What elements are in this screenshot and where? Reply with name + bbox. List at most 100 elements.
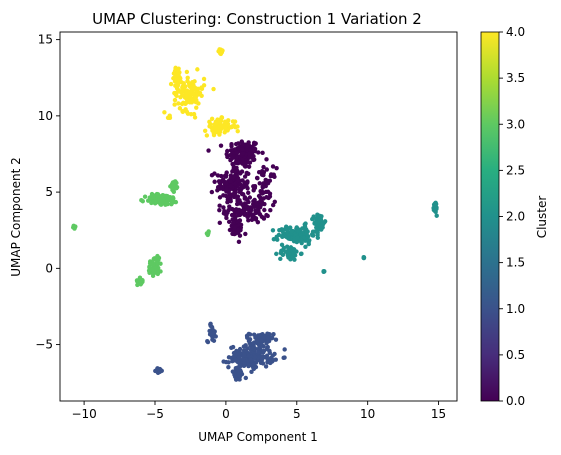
point-cluster-1	[237, 363, 242, 368]
colorbar-ticks: 0.0 0.5 1.0 1.5 2.0 2.5 3.0 3.5 4.0	[499, 25, 525, 408]
point-cluster-3	[135, 282, 140, 288]
point-cluster-1	[241, 357, 246, 362]
point-cluster-0	[225, 200, 230, 205]
point-cluster-2	[281, 245, 287, 251]
point-cluster-0	[249, 217, 255, 223]
point-cluster-1	[259, 357, 265, 362]
x-axis: −10 −5 0 5 10 15	[71, 401, 446, 421]
point-cluster-1	[260, 361, 266, 366]
point-cluster-0	[232, 225, 237, 231]
point-cluster-3	[154, 257, 159, 263]
point-cluster-4	[174, 90, 179, 95]
point-cluster-2	[302, 224, 308, 229]
point-cluster-2	[296, 228, 301, 233]
point-cluster-0	[255, 176, 260, 181]
point-cluster-0	[224, 186, 229, 192]
point-cluster-4	[176, 101, 181, 106]
point-cluster-1	[249, 346, 255, 351]
x-tick-label: −10	[71, 407, 96, 421]
point-cluster-2	[280, 252, 286, 257]
point-cluster-1	[265, 335, 271, 341]
point-cluster-3	[149, 193, 155, 198]
point-cluster-4	[201, 83, 207, 88]
point-cluster-4	[183, 101, 188, 106]
colorbar-tick-label: 1.0	[506, 302, 525, 316]
point-cluster-0	[232, 147, 238, 152]
series-cluster-2	[270, 200, 439, 274]
point-cluster-4	[194, 99, 199, 105]
point-cluster-4	[168, 81, 174, 87]
point-cluster-0	[235, 161, 241, 166]
point-cluster-0	[217, 207, 222, 213]
point-cluster-0	[231, 174, 236, 179]
point-cluster-3	[158, 261, 163, 266]
point-cluster-1	[233, 377, 239, 382]
point-cluster-0	[220, 185, 225, 190]
point-cluster-4	[179, 90, 184, 95]
point-cluster-1	[282, 347, 287, 352]
y-axis-label: UMAP Component 2	[9, 157, 23, 277]
point-cluster-0	[261, 164, 266, 170]
point-cluster-0	[246, 140, 251, 145]
point-cluster-0	[251, 188, 256, 193]
point-cluster-4	[176, 80, 181, 86]
point-cluster-4	[167, 115, 172, 120]
point-cluster-0	[224, 180, 229, 186]
point-cluster-3	[173, 199, 179, 205]
point-cluster-1	[261, 348, 267, 354]
point-cluster-0	[227, 204, 232, 209]
point-cluster-0	[240, 178, 245, 183]
point-cluster-2	[433, 206, 438, 212]
point-cluster-4	[222, 130, 227, 135]
x-tick-label: 15	[431, 407, 446, 421]
point-cluster-1	[243, 375, 248, 381]
point-cluster-4	[201, 76, 207, 82]
point-cluster-0	[258, 202, 264, 208]
chart-title: UMAP Clustering: Construction 1 Variatio…	[92, 10, 422, 28]
point-cluster-0	[236, 227, 241, 233]
point-cluster-2	[291, 251, 296, 256]
point-cluster-0	[246, 218, 251, 223]
point-cluster-2	[291, 247, 297, 252]
point-cluster-4	[226, 118, 231, 123]
point-cluster-0	[228, 199, 233, 204]
point-cluster-3	[152, 199, 157, 204]
point-cluster-0	[231, 220, 236, 225]
point-cluster-4	[178, 94, 183, 100]
point-cluster-0	[234, 150, 239, 156]
y-tick-label: 0	[45, 261, 53, 275]
point-cluster-1	[244, 333, 250, 339]
point-cluster-3	[142, 194, 148, 199]
point-cluster-0	[245, 214, 250, 220]
point-cluster-2	[319, 227, 324, 232]
point-cluster-3	[206, 230, 211, 235]
point-cluster-0	[260, 150, 265, 156]
point-cluster-2	[278, 256, 283, 262]
point-cluster-3	[158, 199, 164, 204]
y-tick-label: 5	[45, 185, 53, 199]
point-cluster-0	[256, 150, 261, 155]
point-cluster-4	[204, 133, 210, 138]
point-cluster-1	[213, 334, 218, 339]
point-cluster-4	[216, 49, 221, 54]
point-cluster-1	[263, 364, 269, 369]
point-cluster-2	[321, 268, 326, 274]
point-cluster-4	[197, 90, 203, 96]
point-cluster-1	[265, 360, 270, 365]
point-cluster-2	[270, 228, 276, 233]
point-cluster-4	[190, 85, 196, 90]
point-cluster-3	[71, 224, 77, 229]
point-cluster-0	[228, 179, 234, 184]
point-cluster-2	[299, 251, 304, 256]
point-cluster-1	[249, 369, 254, 375]
colorbar-tick-label: 3.0	[506, 117, 525, 131]
colorbar-tick-label: 0.0	[506, 394, 525, 408]
point-cluster-0	[223, 193, 229, 199]
point-cluster-1	[205, 339, 210, 344]
point-cluster-2	[295, 235, 300, 240]
x-tick-label: −5	[146, 407, 164, 421]
point-cluster-4	[219, 115, 224, 120]
point-cluster-1	[231, 350, 237, 356]
point-cluster-0	[226, 219, 232, 225]
